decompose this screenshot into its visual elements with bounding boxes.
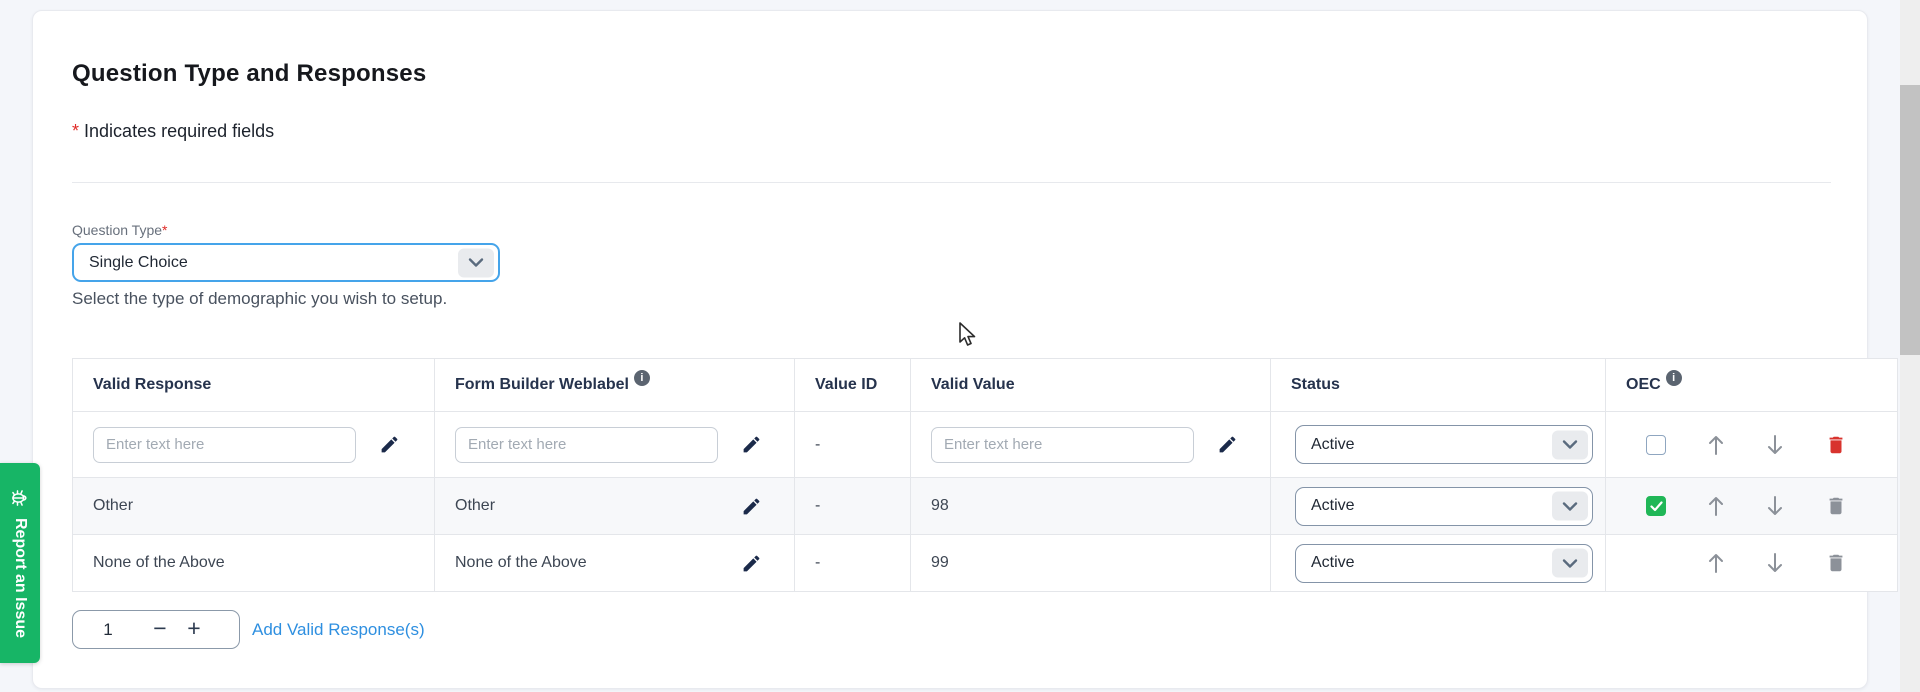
oec-checkbox[interactable]: [1646, 434, 1666, 455]
table-row: - Active: [73, 411, 1897, 477]
page-title: Question Type and Responses: [72, 60, 427, 87]
edit-pencil-icon[interactable]: [739, 551, 763, 575]
valid-value-cell: 98: [910, 478, 1270, 534]
move-up-icon[interactable]: [1707, 552, 1725, 574]
valid-response-cell: Other: [93, 497, 134, 514]
required-asterisk: *: [72, 121, 80, 141]
col-header-valid-response: Valid Response: [93, 376, 212, 393]
section-divider: [72, 182, 1831, 183]
status-cell: Active: [1270, 535, 1605, 591]
scrollbar-thumb[interactable]: [1900, 85, 1920, 355]
weblabel-cell: None of the Above: [434, 535, 794, 591]
weblabel-input[interactable]: [455, 426, 718, 463]
move-down-icon[interactable]: [1766, 434, 1784, 456]
valid-responses-table: Valid Response Form Builder Weblabel i V…: [72, 358, 1898, 592]
response-count-value: 1: [103, 619, 113, 639]
edit-pencil-icon[interactable]: [377, 433, 401, 457]
move-up-icon[interactable]: [1707, 495, 1725, 517]
edit-pencil-icon[interactable]: [739, 494, 763, 518]
value-id-cell: -: [794, 478, 910, 534]
decrement-button[interactable]: −: [143, 616, 177, 643]
col-header-valid-value: Valid Value: [910, 359, 1270, 411]
bug-icon: [10, 488, 30, 508]
required-fields-note: * Indicates required fields: [72, 121, 274, 142]
valid-response-cell: [73, 412, 434, 477]
delete-trash-icon[interactable]: [1825, 434, 1847, 456]
status-select[interactable]: Active: [1295, 543, 1593, 583]
chevron-down-icon: [1552, 548, 1588, 578]
table-header-row: Valid Response Form Builder Weblabel i V…: [73, 359, 1897, 411]
move-up-icon[interactable]: [1707, 434, 1725, 456]
info-icon[interactable]: i: [633, 370, 650, 386]
oec-cell: [1605, 535, 1897, 591]
status-select[interactable]: Active: [1295, 486, 1593, 526]
status-cell: Active: [1270, 412, 1605, 477]
required-note-text: Indicates required fields: [84, 121, 275, 141]
chevron-down-icon: [458, 248, 494, 277]
question-type-required-asterisk: *: [162, 222, 168, 238]
delete-trash-icon[interactable]: [1825, 552, 1847, 574]
col-header-status: Status: [1270, 359, 1605, 411]
add-valid-response-link[interactable]: Add Valid Response(s): [252, 619, 425, 639]
table-row: Other Other - 98 Active: [73, 477, 1897, 534]
question-type-label: Question Type*: [72, 222, 168, 238]
chevron-down-icon: [1552, 491, 1588, 521]
oec-checkbox-checked[interactable]: [1646, 496, 1666, 516]
question-type-selected-value: Single Choice: [89, 253, 188, 271]
chevron-down-icon: [1552, 430, 1588, 459]
question-type-select[interactable]: Single Choice: [72, 243, 500, 282]
col-header-form-builder-weblabel: Form Builder Weblabel i: [434, 359, 794, 411]
report-an-issue-tab[interactable]: Report an Issue: [0, 463, 40, 663]
weblabel-cell: [434, 412, 794, 477]
oec-cell: [1605, 478, 1897, 534]
question-type-help-text: Select the type of demographic you wish …: [72, 289, 448, 308]
valid-response-cell: None of the Above: [93, 554, 225, 571]
increment-button[interactable]: +: [177, 616, 211, 643]
valid-response-input[interactable]: [93, 426, 356, 463]
report-an-issue-label: Report an Issue: [12, 517, 29, 639]
delete-trash-icon[interactable]: [1825, 495, 1847, 517]
valid-value-cell: [910, 412, 1270, 477]
value-id-cell: -: [794, 535, 910, 591]
response-count-stepper: 1 − +: [72, 610, 240, 649]
status-cell: Active: [1270, 478, 1605, 534]
weblabel-cell: Other: [434, 478, 794, 534]
table-row: None of the Above None of the Above - 99…: [73, 534, 1897, 591]
edit-pencil-icon[interactable]: [739, 433, 763, 457]
value-id-cell: -: [794, 412, 910, 477]
move-down-icon[interactable]: [1766, 552, 1784, 574]
status-select[interactable]: Active: [1295, 425, 1593, 464]
info-icon[interactable]: i: [1665, 370, 1682, 386]
col-header-value-id: Value ID: [794, 359, 910, 411]
valid-value-input[interactable]: [931, 426, 1194, 463]
valid-value-cell: 99: [910, 535, 1270, 591]
edit-pencil-icon[interactable]: [1215, 433, 1239, 457]
oec-cell: [1605, 412, 1897, 477]
col-header-oec: OEC i: [1605, 359, 1897, 411]
move-down-icon[interactable]: [1766, 495, 1784, 517]
